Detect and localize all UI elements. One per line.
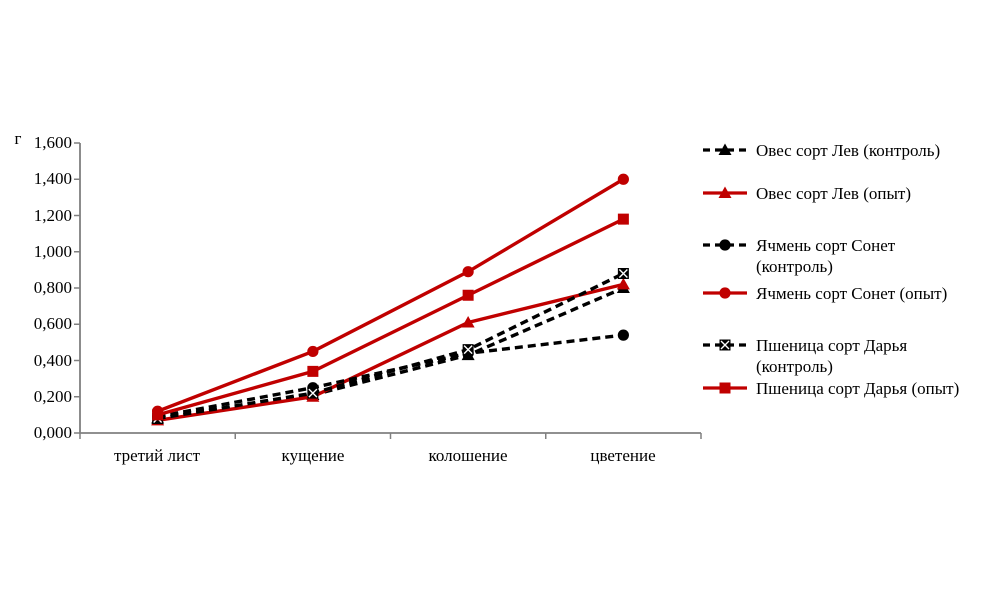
legend-item: Пшеница сорт Дарья (опыт): [702, 378, 959, 399]
legend: Овес сорт Лев (контроль) Овес сорт Лев (…: [702, 0, 998, 600]
x-axis-category-label: третий лист: [113, 446, 201, 465]
legend-item: Ячмень сорт Сонет (опыт): [702, 283, 947, 304]
axes: [74, 142, 702, 439]
x-axis-category-label: колошение: [428, 446, 508, 465]
y-axis-tick-label: 1,000: [33, 241, 72, 261]
series-3: [152, 173, 629, 417]
legend-label: Пшеница сорт Дарья (опыт): [756, 379, 960, 398]
y-axis-tick-label: 0,000: [33, 423, 72, 442]
legend-label: Овес сорт Лев (контроль): [756, 141, 941, 160]
legend-line-marker-sample: [703, 287, 747, 299]
legend-item: Овес сорт Лев (опыт): [702, 183, 911, 204]
x-axis-category-label: кущение: [281, 446, 345, 465]
y-axis-tick-label: 1,200: [33, 205, 72, 225]
series-5: [152, 213, 629, 421]
series-4: [152, 268, 629, 424]
legend-item: Ячмень сорт Сонет (контроль): [702, 235, 895, 277]
legend-line-marker-sample: [703, 339, 747, 351]
x-axis-category-label: цветение: [590, 446, 656, 465]
legend-item: Овес сорт Лев (контроль): [702, 140, 940, 161]
legend-label: Ячмень сорт Сонет (опыт): [756, 284, 948, 303]
y-axis-tick-label: 0,200: [33, 386, 72, 406]
legend-label: Овес сорт Лев (опыт): [756, 184, 911, 203]
legend-label: Пшеница сорт Дарья (контроль): [756, 336, 908, 376]
legend-label: Ячмень сорт Сонет (контроль): [756, 236, 896, 276]
y-axis-tick-label: 0,800: [33, 278, 72, 297]
legend-line-marker-sample: [703, 186, 747, 198]
series-0: [151, 281, 630, 424]
y-axis-unit-label: г: [14, 129, 22, 148]
y-axis-tick-label: 1,600: [33, 133, 72, 152]
legend-line-marker-sample: [703, 239, 747, 251]
legend-line-marker-sample: [703, 382, 747, 394]
y-axis-tick-label: 0,600: [33, 314, 72, 334]
legend-line-marker-sample: [703, 143, 747, 155]
y-axis-tick-label: 0,400: [33, 350, 72, 370]
legend-item: Пшеница сорт Дарья (контроль): [702, 335, 907, 377]
y-axis-tick-label: 1,400: [33, 169, 72, 189]
